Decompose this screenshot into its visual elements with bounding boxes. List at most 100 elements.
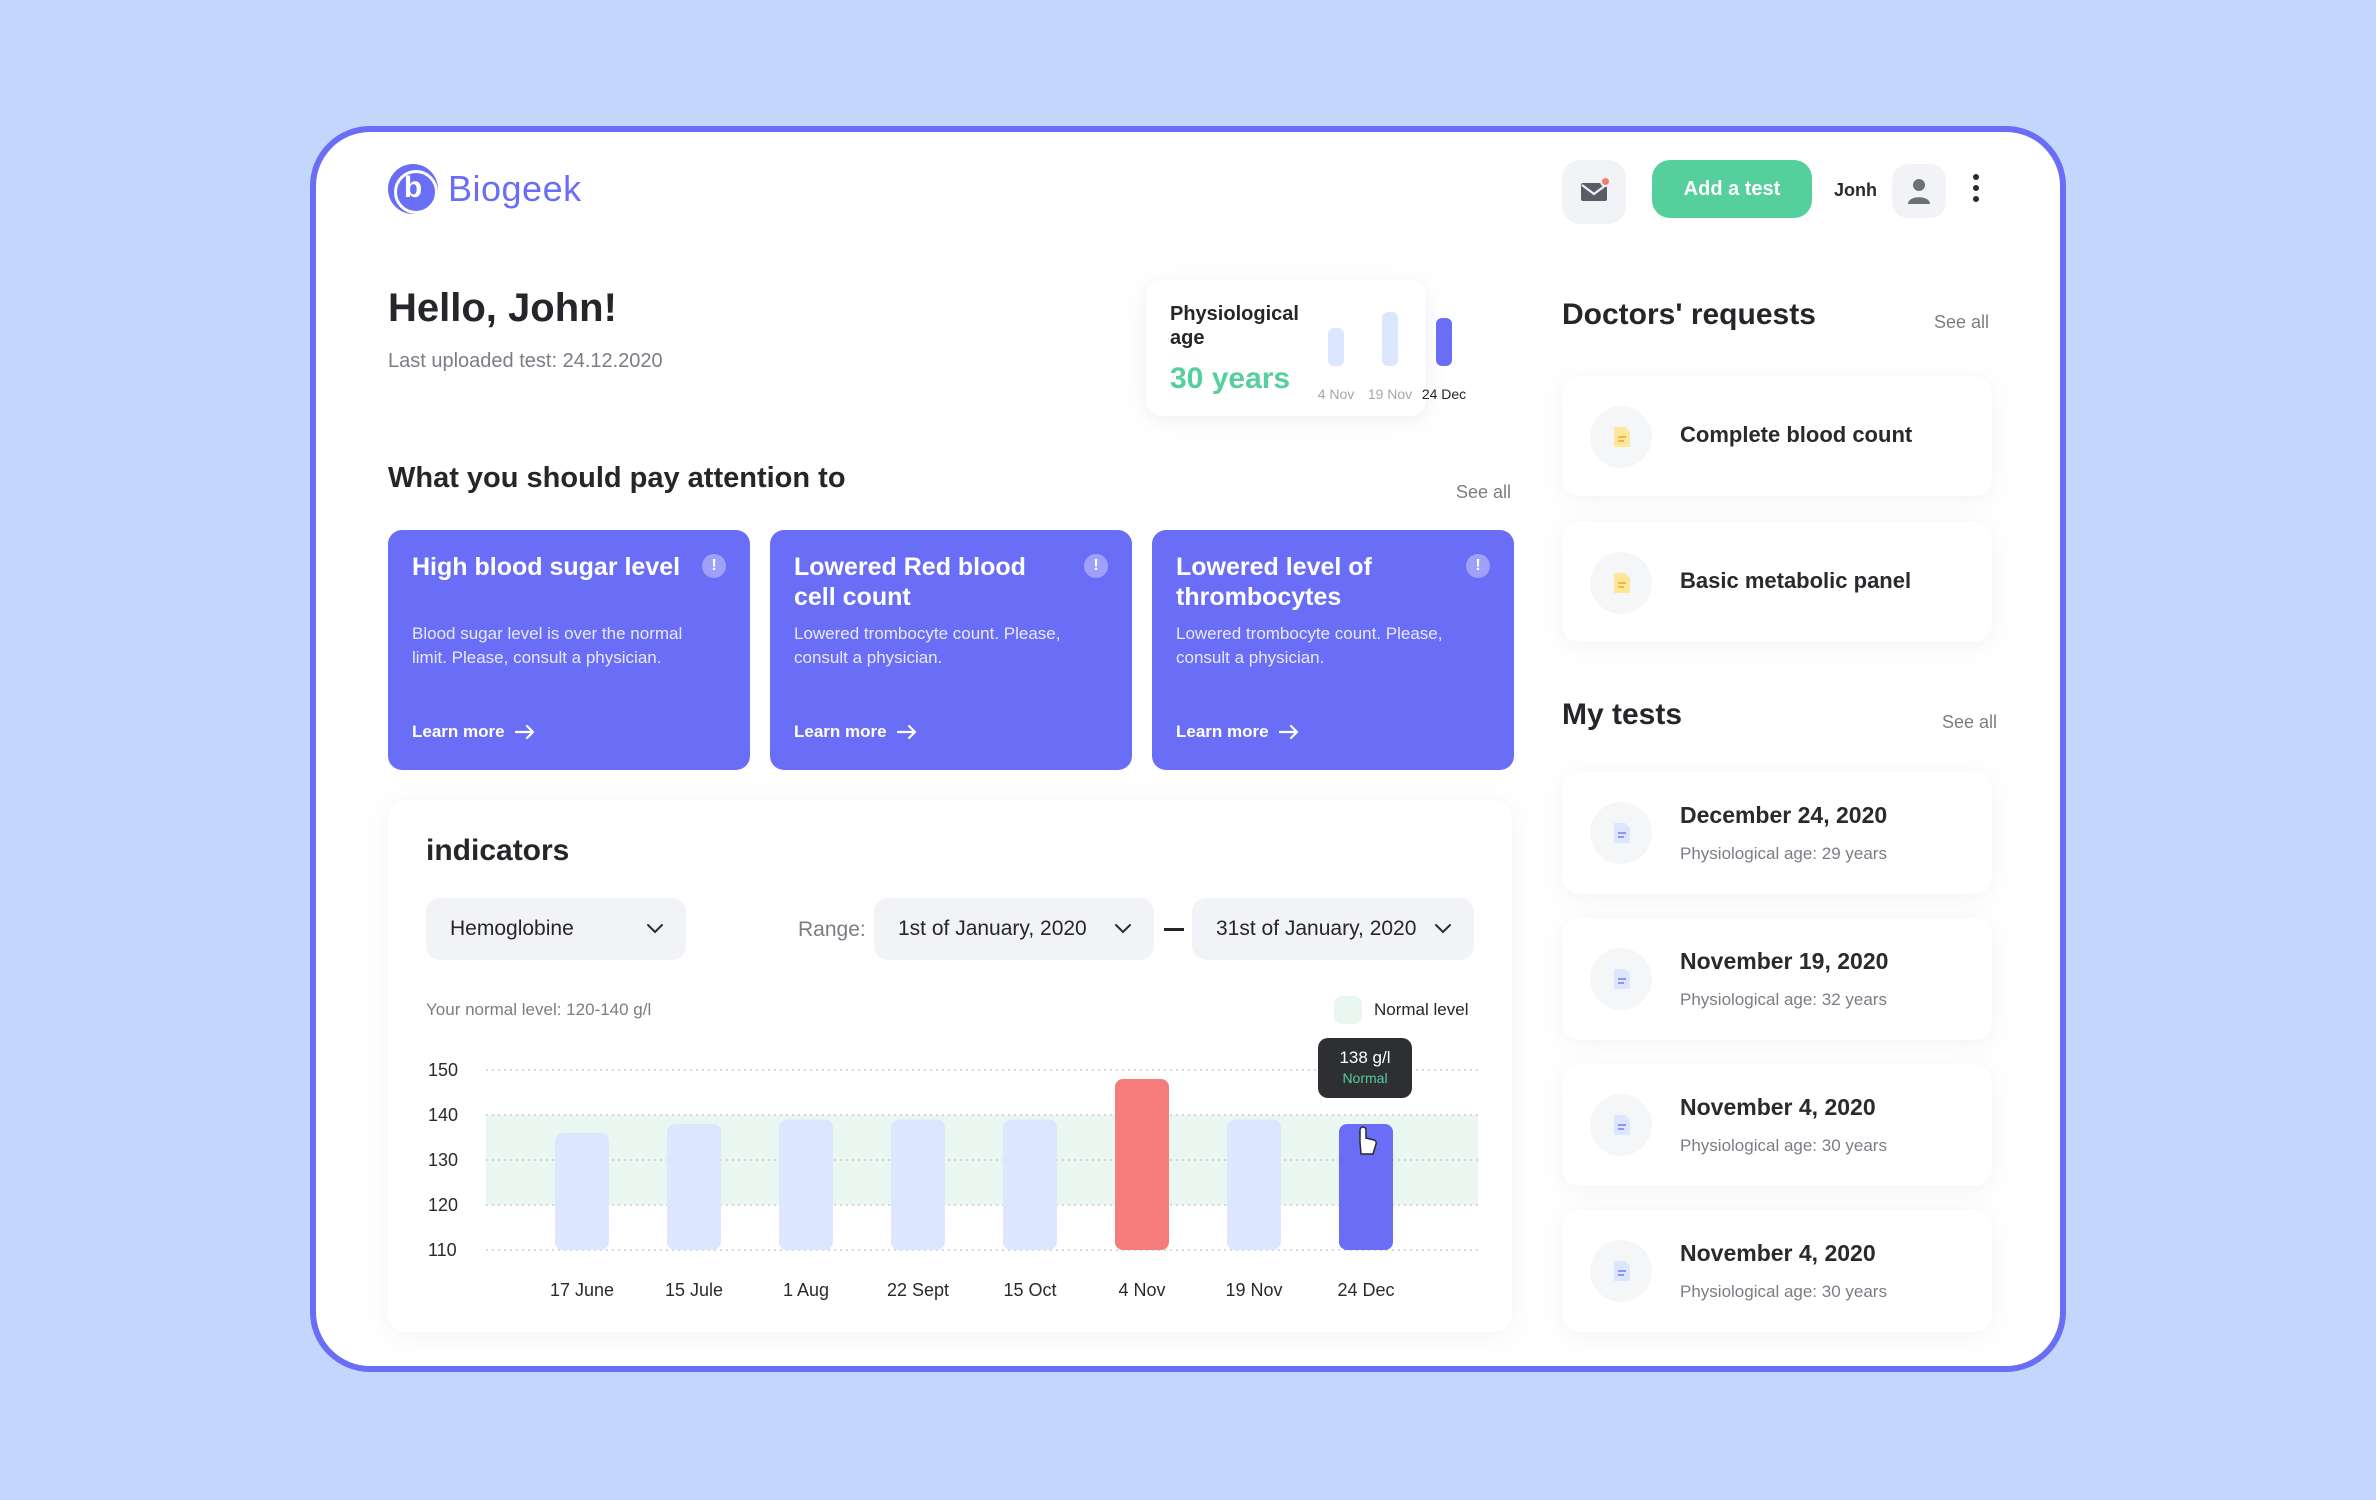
add-test-button[interactable]: Add a test bbox=[1652, 160, 1812, 218]
chevron-down-icon bbox=[647, 924, 663, 934]
arrow-right-icon bbox=[896, 725, 916, 739]
alert-description: Lowered trombocyte count. Please, consul… bbox=[1176, 624, 1443, 667]
attention-see-all-link[interactable]: See all bbox=[1456, 482, 1512, 502]
document-icon bbox=[1614, 573, 1630, 593]
doctors-requests-see-all-link[interactable]: See all bbox=[1934, 312, 1990, 332]
logo[interactable]: b Biogeek bbox=[388, 164, 582, 214]
x-tick-label: 15 Oct bbox=[1003, 1280, 1056, 1300]
doctor-request-item[interactable]: Complete blood count bbox=[1562, 376, 1992, 496]
document-icon bbox=[1614, 427, 1630, 447]
info-icon[interactable]: ! bbox=[702, 554, 726, 578]
range-label: Range: bbox=[798, 918, 866, 941]
alert-description: Blood sugar level is over the normal lim… bbox=[412, 624, 683, 667]
mini-bar bbox=[1382, 312, 1398, 366]
physiological-age-card[interactable]: Physiological age 30 years 4 Nov 19 Nov 24… bbox=[1146, 280, 1466, 416]
tooltip-value: 138 g/l bbox=[1339, 1048, 1391, 1067]
chart-bar bbox=[1003, 1119, 1057, 1250]
range-to-select[interactable]: 31st of January, 2020 bbox=[1192, 898, 1474, 960]
logo-text: Biogeek bbox=[448, 168, 582, 209]
mini-bar bbox=[1436, 318, 1452, 366]
physiological-age-value: 30 years bbox=[1170, 362, 1291, 395]
bar-tooltip: 138 g/l Normal bbox=[1318, 1038, 1412, 1098]
my-tests-see-all-link[interactable]: See all bbox=[1942, 712, 1998, 732]
test-physiological-age: Physiological age: 30 years bbox=[1680, 1136, 1887, 1155]
learn-more-link[interactable]: Learn more bbox=[412, 722, 535, 742]
app-window: b Biogeek Add a test Jonh Hello, John! L… bbox=[310, 126, 2066, 1372]
attention-section-title: What you should pay attention to bbox=[388, 462, 846, 494]
more-menu-icon[interactable] bbox=[1970, 174, 1982, 208]
alert-card[interactable]: Lowered Red blood cell count ! Lowered t… bbox=[770, 530, 1132, 770]
test-icon-wrap bbox=[1590, 948, 1652, 1010]
doctors-requests-title: Doctors' requests bbox=[1562, 298, 1816, 331]
logo-mark: b bbox=[388, 164, 438, 214]
mail-icon bbox=[1581, 183, 1607, 201]
test-item[interactable]: December 24, 2020 Physiological age: 29 … bbox=[1562, 772, 1992, 894]
request-label: Basic metabolic panel bbox=[1680, 568, 1912, 593]
range-from-value: 1st of January, 2020 bbox=[898, 917, 1087, 940]
indicator-select[interactable]: Hemoglobine bbox=[426, 898, 686, 960]
alert-description: Lowered trombocyte count. Please, consul… bbox=[794, 624, 1061, 667]
arrow-right-icon bbox=[1278, 725, 1298, 739]
learn-more-label: Learn more bbox=[1176, 722, 1269, 741]
test-physiological-age: Physiological age: 32 years bbox=[1680, 990, 1887, 1009]
learn-more-link[interactable]: Learn more bbox=[794, 722, 917, 742]
physiological-age-label: Physiological age bbox=[1170, 303, 1299, 349]
alert-title: High blood sugar level bbox=[412, 553, 681, 581]
learn-more-link[interactable]: Learn more bbox=[1176, 722, 1299, 742]
test-date: November 4, 2020 bbox=[1680, 1240, 1876, 1266]
avatar[interactable] bbox=[1892, 164, 1946, 218]
last-uploaded-text: Last uploaded test: 24.12.2020 bbox=[388, 350, 663, 372]
range-to-value: 31st of January, 2020 bbox=[1216, 917, 1417, 940]
alert-card[interactable]: High blood sugar level ! Blood sugar lev… bbox=[388, 530, 750, 770]
x-tick-label: 4 Nov bbox=[1118, 1280, 1165, 1300]
doctor-request-item[interactable]: Basic metabolic panel bbox=[1562, 522, 1992, 642]
test-item[interactable]: November 4, 2020 Physiological age: 30 y… bbox=[1562, 1210, 1992, 1332]
chart-bar bbox=[667, 1124, 721, 1250]
chart-bar bbox=[1227, 1119, 1281, 1250]
learn-more-label: Learn more bbox=[794, 722, 887, 741]
mini-bar-label: 19 Nov bbox=[1367, 386, 1413, 402]
range-from-select[interactable]: 1st of January, 2020 bbox=[874, 898, 1154, 960]
indicator-select-value: Hemoglobine bbox=[450, 917, 574, 940]
y-tick-label: 120 bbox=[428, 1195, 458, 1215]
test-date: December 24, 2020 bbox=[1680, 802, 1888, 828]
chevron-down-icon bbox=[1115, 924, 1131, 934]
info-icon[interactable]: ! bbox=[1466, 554, 1490, 578]
chevron-down-icon bbox=[1435, 924, 1451, 934]
chart-bar bbox=[555, 1133, 609, 1250]
test-item[interactable]: November 4, 2020 Physiological age: 30 y… bbox=[1562, 1064, 1992, 1186]
file-icon bbox=[1614, 969, 1630, 989]
legend-label: Normal level bbox=[1374, 1000, 1469, 1019]
x-tick-label: 24 Dec bbox=[1337, 1280, 1394, 1300]
test-date: November 19, 2020 bbox=[1680, 948, 1889, 974]
y-tick-label: 110 bbox=[428, 1240, 457, 1260]
indicators-card: indicators Hemoglobine Range: 1st of Jan… bbox=[388, 800, 1512, 1332]
normal-level-text: Your normal level: 120-140 g/l bbox=[426, 1000, 652, 1019]
request-icon-wrap bbox=[1590, 406, 1652, 468]
file-icon bbox=[1614, 823, 1630, 843]
range-separator bbox=[1164, 928, 1184, 931]
x-tick-label: 15 Jule bbox=[665, 1280, 723, 1300]
indicators-title: indicators bbox=[426, 834, 570, 867]
messages-button[interactable] bbox=[1562, 160, 1626, 224]
x-tick-label: 22 Sept bbox=[887, 1280, 949, 1300]
test-physiological-age: Physiological age: 29 years bbox=[1680, 844, 1887, 863]
alert-title: Lowered level of thrombocytes bbox=[1176, 553, 1372, 611]
chart-bar bbox=[891, 1119, 945, 1250]
test-date: November 4, 2020 bbox=[1680, 1094, 1876, 1120]
hemoglobine-bar-chart: 150 140 130 120 110 17 June 15 Jule 1 Aug 22 Sep… bbox=[428, 1060, 1478, 1300]
y-tick-label: 150 bbox=[428, 1060, 458, 1080]
chart-bar bbox=[1115, 1079, 1169, 1250]
test-icon-wrap bbox=[1590, 1094, 1652, 1156]
info-icon[interactable]: ! bbox=[1084, 554, 1108, 578]
arrow-right-icon bbox=[514, 725, 534, 739]
pointer-cursor-icon bbox=[1359, 1126, 1377, 1155]
test-item[interactable]: November 19, 2020 Physiological age: 32 … bbox=[1562, 918, 1992, 1040]
y-tick-label: 140 bbox=[428, 1105, 458, 1125]
user-name[interactable]: Jonh bbox=[1834, 180, 1877, 200]
alert-card[interactable]: Lowered level of thrombocytes ! Lowered … bbox=[1152, 530, 1514, 770]
request-icon-wrap bbox=[1590, 552, 1652, 614]
notification-dot bbox=[1600, 176, 1611, 187]
logo-letter: b bbox=[403, 171, 423, 204]
chart-bar bbox=[779, 1119, 833, 1250]
